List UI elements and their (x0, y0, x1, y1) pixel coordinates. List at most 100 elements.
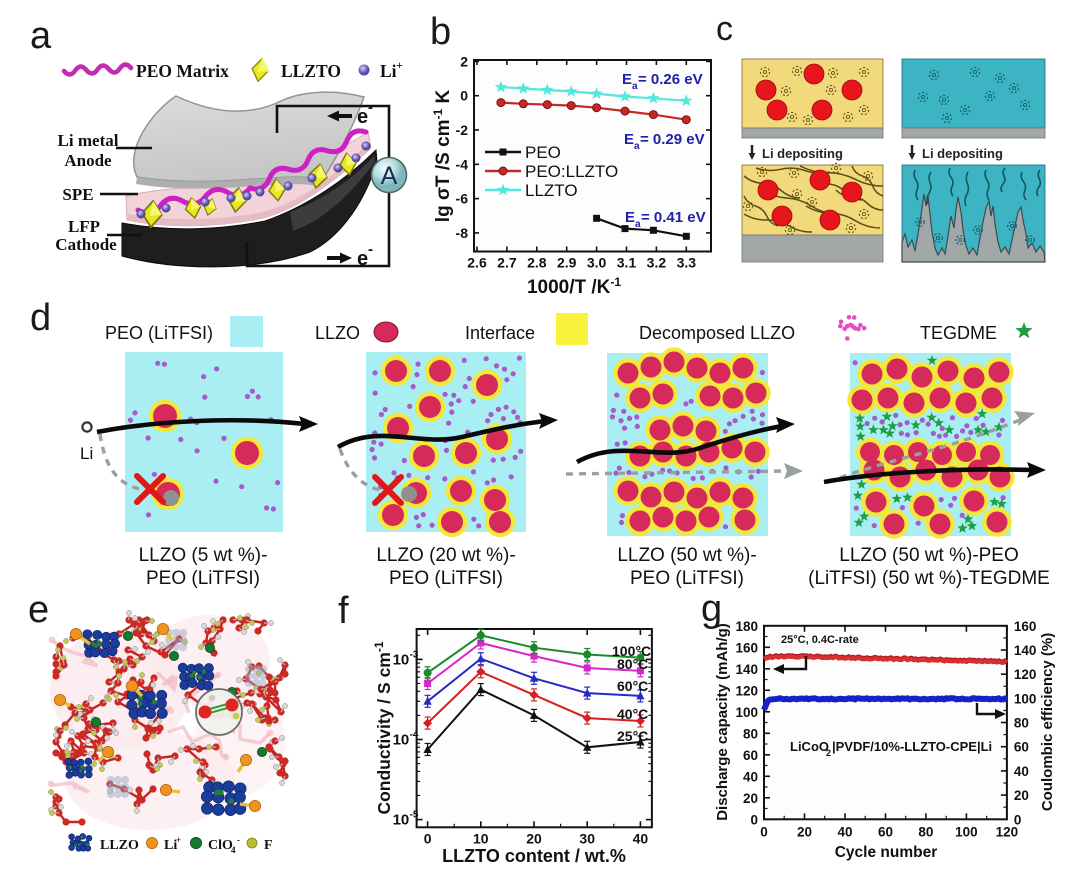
svg-text:25°C, 0.4C-rate: 25°C, 0.4C-rate (781, 634, 859, 646)
svg-text:10: 10 (393, 732, 410, 749)
svg-text:40: 40 (837, 824, 852, 839)
svg-text:40: 40 (1014, 764, 1029, 779)
svg-text:160: 160 (735, 640, 758, 655)
svg-text:60°C: 60°C (617, 678, 648, 694)
svg-text:120: 120 (1014, 667, 1037, 682)
svg-text:60: 60 (878, 824, 893, 839)
svg-text:0: 0 (460, 88, 468, 104)
svg-text:Anode: Anode (64, 151, 112, 170)
svg-text:2.8: 2.8 (527, 255, 547, 271)
svg-text:100: 100 (1014, 691, 1037, 706)
svg-text:LFP: LFP (68, 217, 100, 236)
svg-text:-: - (237, 835, 240, 845)
svg-text:PEO (LiTFSI): PEO (LiTFSI) (630, 568, 744, 589)
svg-text:-4: -4 (410, 730, 419, 741)
svg-text:Cycle number: Cycle number (835, 844, 938, 861)
svg-text:LLZTO: LLZTO (525, 181, 578, 200)
svg-text:40: 40 (743, 769, 758, 784)
svg-text:80°C: 80°C (617, 656, 648, 672)
svg-text:0: 0 (1014, 812, 1022, 827)
svg-text:PEO:LLZTO: PEO:LLZTO (525, 162, 618, 181)
svg-text:-: - (368, 99, 373, 116)
svg-text:160: 160 (1014, 619, 1037, 634)
svg-text:-8: -8 (456, 225, 469, 241)
svg-text:a: a (634, 141, 640, 152)
svg-text:Li: Li (164, 838, 177, 853)
svg-text:LLZTO content / wt.%: LLZTO content / wt.% (442, 846, 626, 866)
svg-text:F: F (264, 838, 273, 853)
svg-text:-5: -5 (410, 810, 419, 821)
svg-text:SPE: SPE (62, 185, 93, 204)
svg-text:LLZTO: LLZTO (281, 61, 341, 81)
svg-text:A: A (381, 162, 398, 190)
svg-text:3.2: 3.2 (647, 255, 667, 271)
svg-text:60: 60 (743, 748, 758, 763)
svg-text:140: 140 (735, 662, 758, 677)
svg-text:80: 80 (918, 824, 933, 839)
svg-text:E: E (622, 71, 632, 88)
svg-text:Coulombic efficiency (%): Coulombic efficiency (%) (1039, 633, 1056, 811)
svg-text:80: 80 (1014, 716, 1029, 731)
svg-text:4: 4 (231, 845, 236, 855)
svg-text:Li depositing: Li depositing (922, 146, 1003, 161)
svg-text:Cathode: Cathode (55, 235, 117, 254)
svg-text:-4: -4 (456, 156, 469, 172)
svg-text:20: 20 (526, 830, 542, 846)
svg-text:100: 100 (955, 824, 978, 839)
svg-text:TEGDME: TEGDME (920, 323, 997, 343)
svg-text:80: 80 (743, 726, 758, 741)
svg-text:60: 60 (1014, 740, 1029, 755)
svg-text:0: 0 (760, 824, 768, 839)
svg-text:LLZO: LLZO (100, 838, 139, 853)
svg-text:e: e (357, 106, 368, 128)
svg-text:3.3: 3.3 (677, 255, 697, 271)
svg-text:(LiTFSI) (50 wt %)-TEGDME: (LiTFSI) (50 wt %)-TEGDME (808, 568, 1050, 589)
svg-text:Discharge capacity (mAh/g): Discharge capacity (mAh/g) (714, 623, 731, 821)
svg-text:20: 20 (1014, 788, 1029, 803)
svg-text:= 0.26 eV: = 0.26 eV (638, 71, 703, 88)
svg-text:a: a (30, 15, 52, 57)
svg-text:LiCoO: LiCoO (790, 739, 829, 754)
svg-text:LLZO (50 wt %)-: LLZO (50 wt %)- (617, 545, 756, 566)
svg-text:Li depositing: Li depositing (762, 146, 843, 161)
svg-text:3.0: 3.0 (587, 255, 607, 271)
svg-text:Li metal: Li metal (58, 131, 119, 150)
svg-text:a: a (632, 81, 638, 92)
svg-text:c: c (716, 10, 733, 48)
svg-text:= 0.41 eV: = 0.41 eV (641, 209, 706, 226)
svg-text:10: 10 (393, 651, 410, 668)
svg-text:PEO (LiTFSI): PEO (LiTFSI) (105, 323, 213, 343)
svg-text:+: + (176, 835, 181, 845)
svg-text:0: 0 (750, 812, 758, 827)
svg-text:2.9: 2.9 (557, 255, 577, 271)
svg-text:-2: -2 (456, 122, 469, 138)
svg-text:-3: -3 (410, 649, 419, 660)
svg-text:PEO: PEO (525, 143, 561, 162)
svg-text:g: g (701, 588, 722, 630)
svg-text:3.1: 3.1 (617, 255, 637, 271)
svg-text:40: 40 (633, 830, 649, 846)
svg-text:Decomposed LLZO: Decomposed LLZO (639, 323, 795, 343)
svg-text:LLZO (5 wt %)-: LLZO (5 wt %)- (139, 545, 268, 566)
svg-text:30: 30 (579, 830, 595, 846)
svg-text:e: e (357, 248, 368, 270)
svg-text:2.6: 2.6 (467, 255, 487, 271)
svg-text:b: b (430, 11, 451, 53)
svg-text:100: 100 (735, 705, 758, 720)
svg-text:a: a (635, 219, 641, 230)
svg-text:PEO Matrix: PEO Matrix (136, 61, 229, 81)
svg-text:PEO (LiTFSI): PEO (LiTFSI) (389, 568, 503, 589)
svg-text:2: 2 (460, 53, 468, 69)
svg-text:25°C: 25°C (617, 728, 648, 744)
svg-text:E: E (624, 131, 634, 148)
svg-text:2: 2 (826, 748, 831, 758)
svg-text:0: 0 (424, 830, 432, 846)
svg-text:d: d (30, 297, 51, 339)
svg-text:-6: -6 (456, 191, 469, 207)
svg-text:20: 20 (797, 824, 812, 839)
svg-text:lg σT /S cm-1 K: lg σT /S cm-1 K (431, 90, 454, 223)
svg-text:120: 120 (996, 824, 1019, 839)
svg-text:20: 20 (743, 791, 758, 806)
svg-text:10: 10 (393, 812, 410, 829)
svg-text:100°C: 100°C (612, 643, 651, 659)
